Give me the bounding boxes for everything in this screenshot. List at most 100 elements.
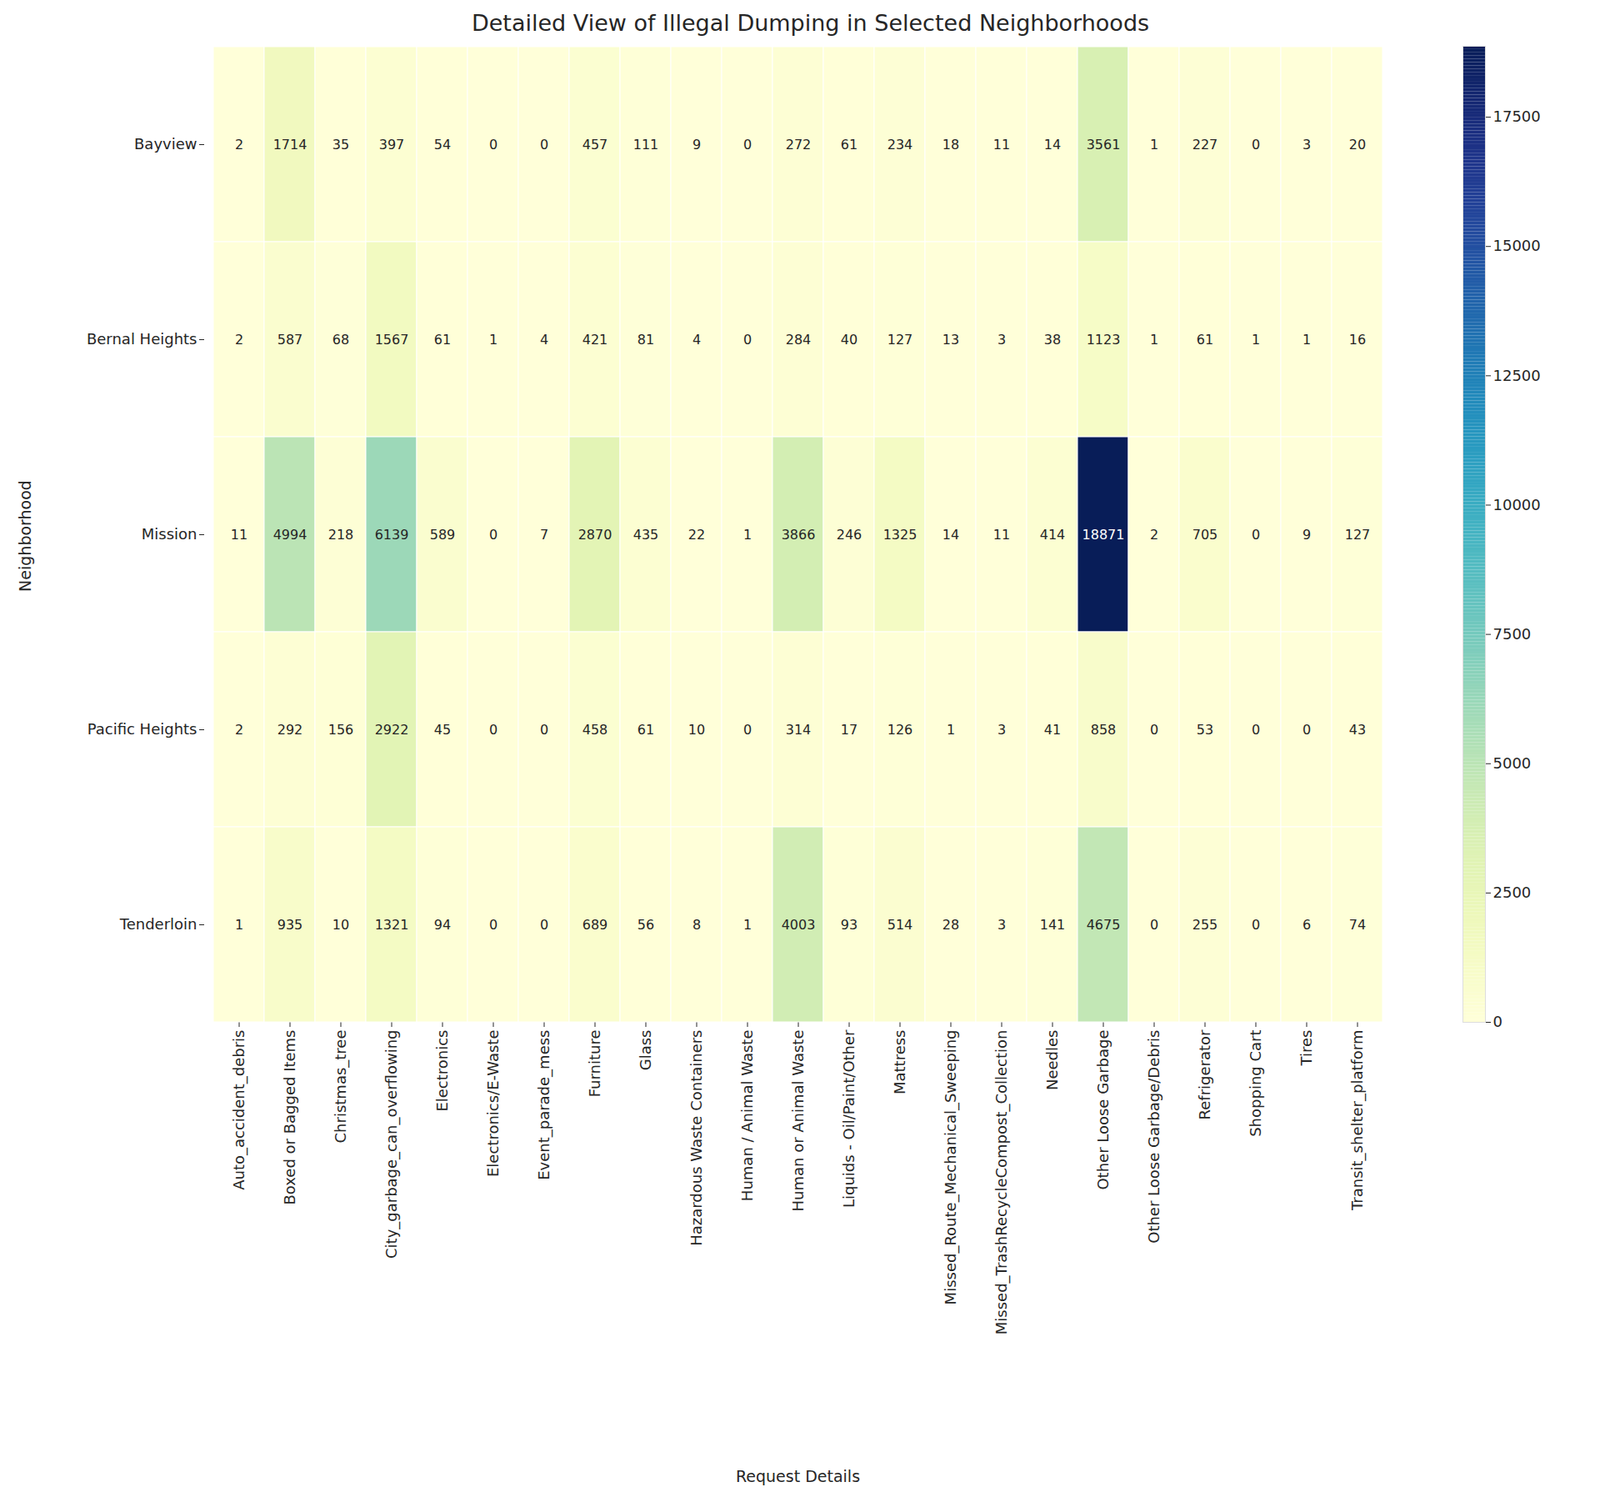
svg-text:457: 457 bbox=[582, 136, 609, 153]
svg-text:1: 1 bbox=[1302, 331, 1311, 348]
svg-text:246: 246 bbox=[836, 526, 863, 543]
svg-text:587: 587 bbox=[277, 331, 304, 348]
svg-text:Missed_Route_Mechanical_Sweepi: Missed_Route_Mechanical_Sweeping bbox=[941, 1030, 960, 1305]
svg-text:Auto_accident_debris: Auto_accident_debris bbox=[230, 1030, 249, 1190]
svg-text:0: 0 bbox=[540, 136, 549, 153]
svg-text:Transit_shelter_platform: Transit_shelter_platform bbox=[1348, 1030, 1367, 1212]
svg-text:0: 0 bbox=[489, 526, 498, 543]
svg-text:0: 0 bbox=[743, 331, 752, 348]
svg-text:Hazardous Waste Containers: Hazardous Waste Containers bbox=[687, 1030, 705, 1246]
svg-text:1321: 1321 bbox=[375, 916, 410, 933]
svg-text:7: 7 bbox=[540, 526, 549, 543]
svg-text:458: 458 bbox=[582, 721, 609, 738]
svg-text:Needles: Needles bbox=[1043, 1030, 1061, 1091]
svg-text:1: 1 bbox=[1251, 331, 1260, 348]
svg-text:12500: 12500 bbox=[1493, 366, 1541, 385]
svg-text:435: 435 bbox=[633, 526, 660, 543]
svg-text:Other Loose Garbage/Debris: Other Loose Garbage/Debris bbox=[1145, 1030, 1163, 1244]
svg-text:2500: 2500 bbox=[1493, 883, 1532, 901]
svg-text:Event_parade_mess: Event_parade_mess bbox=[535, 1030, 554, 1180]
svg-text:3: 3 bbox=[997, 721, 1006, 738]
svg-text:314: 314 bbox=[785, 721, 812, 738]
svg-text:4003: 4003 bbox=[781, 916, 816, 933]
svg-text:218: 218 bbox=[328, 526, 355, 543]
svg-text:397: 397 bbox=[379, 136, 405, 153]
svg-text:689: 689 bbox=[582, 916, 609, 933]
svg-text:2: 2 bbox=[235, 721, 244, 738]
svg-text:22: 22 bbox=[688, 526, 705, 543]
svg-text:2922: 2922 bbox=[375, 721, 410, 738]
svg-text:3: 3 bbox=[997, 331, 1006, 348]
svg-text:2870: 2870 bbox=[578, 526, 613, 543]
svg-text:Bayview: Bayview bbox=[134, 135, 197, 153]
svg-text:81: 81 bbox=[637, 331, 655, 348]
svg-text:Shopping Cart: Shopping Cart bbox=[1246, 1030, 1265, 1137]
svg-text:0: 0 bbox=[1150, 721, 1159, 738]
svg-text:Human / Animal Waste: Human / Animal Waste bbox=[738, 1030, 756, 1202]
svg-text:Pacific Heights: Pacific Heights bbox=[87, 720, 198, 738]
svg-text:41: 41 bbox=[1044, 721, 1061, 738]
svg-text:Electronics: Electronics bbox=[433, 1030, 451, 1112]
svg-text:14: 14 bbox=[1044, 136, 1061, 153]
svg-text:1123: 1123 bbox=[1086, 331, 1121, 348]
svg-text:56: 56 bbox=[637, 916, 655, 933]
svg-text:11: 11 bbox=[993, 526, 1010, 543]
svg-text:0: 0 bbox=[1251, 916, 1260, 933]
svg-text:1: 1 bbox=[743, 526, 752, 543]
svg-text:156: 156 bbox=[328, 721, 355, 738]
svg-text:11: 11 bbox=[993, 136, 1010, 153]
svg-text:6139: 6139 bbox=[375, 526, 410, 543]
svg-text:0: 0 bbox=[540, 916, 549, 933]
svg-text:45: 45 bbox=[434, 721, 451, 738]
svg-text:0: 0 bbox=[540, 721, 549, 738]
svg-text:111: 111 bbox=[633, 136, 660, 153]
svg-text:1714: 1714 bbox=[273, 136, 308, 153]
svg-text:4675: 4675 bbox=[1086, 916, 1121, 933]
svg-text:18871: 18871 bbox=[1082, 526, 1125, 543]
svg-text:17500: 17500 bbox=[1493, 107, 1541, 125]
svg-text:68: 68 bbox=[332, 331, 350, 348]
svg-text:Mission: Mission bbox=[141, 525, 198, 543]
svg-text:0: 0 bbox=[1251, 526, 1260, 543]
svg-text:1325: 1325 bbox=[883, 526, 918, 543]
svg-text:6: 6 bbox=[1302, 916, 1311, 933]
svg-text:Missed_TrashRecycleCompost_Col: Missed_TrashRecycleCompost_Collection bbox=[992, 1030, 1011, 1335]
svg-text:8: 8 bbox=[692, 916, 701, 933]
svg-text:61: 61 bbox=[434, 331, 451, 348]
svg-text:1: 1 bbox=[235, 916, 244, 933]
svg-text:858: 858 bbox=[1090, 721, 1117, 738]
svg-text:20: 20 bbox=[1349, 136, 1366, 153]
svg-text:Furniture: Furniture bbox=[585, 1030, 604, 1098]
svg-text:10: 10 bbox=[688, 721, 705, 738]
svg-text:35: 35 bbox=[332, 136, 350, 153]
svg-text:Boxed or Bagged Items: Boxed or Bagged Items bbox=[280, 1030, 299, 1205]
svg-text:414: 414 bbox=[1040, 526, 1066, 543]
svg-text:61: 61 bbox=[840, 136, 858, 153]
svg-text:9: 9 bbox=[692, 136, 701, 153]
svg-text:74: 74 bbox=[1349, 916, 1366, 933]
svg-text:3: 3 bbox=[997, 916, 1006, 933]
svg-text:17: 17 bbox=[840, 721, 858, 738]
svg-text:Glass: Glass bbox=[636, 1030, 655, 1071]
svg-text:0: 0 bbox=[1150, 916, 1159, 933]
svg-text:Electronics/E-Waste: Electronics/E-Waste bbox=[484, 1030, 502, 1178]
svg-text:272: 272 bbox=[785, 136, 812, 153]
svg-text:1: 1 bbox=[1150, 136, 1159, 153]
svg-text:53: 53 bbox=[1196, 721, 1214, 738]
svg-text:40: 40 bbox=[840, 331, 858, 348]
svg-text:284: 284 bbox=[785, 331, 812, 348]
svg-text:7500: 7500 bbox=[1493, 625, 1532, 643]
svg-text:141: 141 bbox=[1040, 916, 1066, 933]
svg-text:9: 9 bbox=[1302, 526, 1311, 543]
svg-text:935: 935 bbox=[277, 916, 304, 933]
svg-text:0: 0 bbox=[489, 916, 498, 933]
svg-text:Mattress: Mattress bbox=[890, 1030, 909, 1095]
svg-text:589: 589 bbox=[430, 526, 456, 543]
svg-text:255: 255 bbox=[1192, 916, 1219, 933]
svg-text:0: 0 bbox=[1493, 1012, 1503, 1030]
svg-text:0: 0 bbox=[1251, 721, 1260, 738]
svg-text:2: 2 bbox=[235, 136, 244, 153]
svg-text:1: 1 bbox=[489, 331, 498, 348]
svg-text:1: 1 bbox=[946, 721, 955, 738]
svg-text:4: 4 bbox=[692, 331, 701, 348]
